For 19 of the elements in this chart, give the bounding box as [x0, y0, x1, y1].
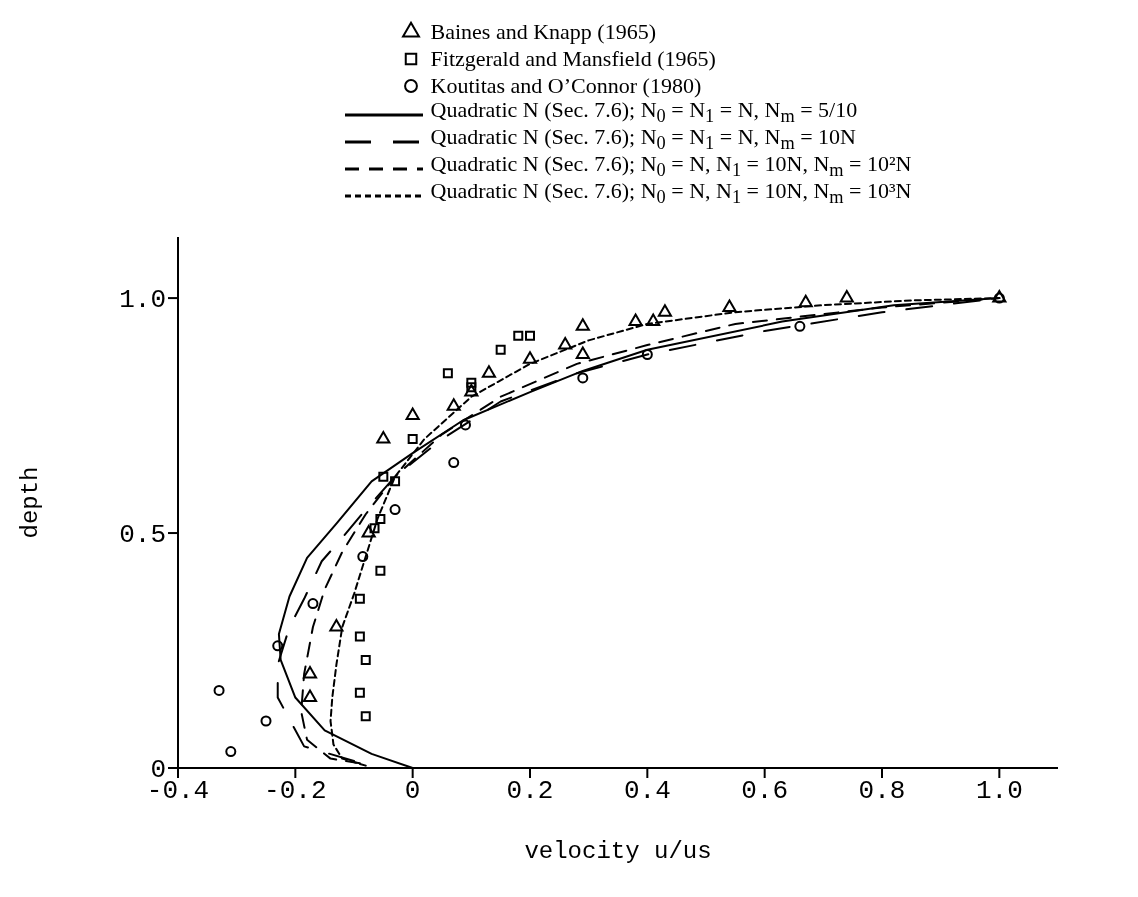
x-tick-label: 0.4: [623, 776, 671, 807]
x-axis-title: velocity u/us: [524, 838, 712, 865]
y-tick-label: 1.0: [119, 285, 166, 316]
x-tick-label: 0.8: [858, 776, 906, 807]
legend-label: Quadratic N (Sec. 7.6); N$_{0}$ = N$_{1}$ = N, N$_{m}$ = 5/10: [430, 97, 858, 127]
y-tick-label: 0.5: [119, 520, 166, 551]
legend-label: Fitzgerald and Mansfield (1965): [430, 45, 716, 72]
x-tick-label: 0: [404, 776, 421, 807]
legend-label: Quadratic N (Sec. 7.6); N$_{0}$ = N$_{1}$ = N, N$_{m}$ = 10N: [430, 124, 856, 154]
legend-label: Quadratic N (Sec. 7.6); N$_{0}$ = N, N$_{1}$ = 10N, N$_{m}$ = 10²N: [430, 151, 912, 181]
x-tick-label: 1.0: [975, 776, 1023, 807]
y-axis-title: depth: [16, 466, 44, 539]
x-tick-label: 0.2: [506, 776, 554, 807]
legend-label: Koutitas and O’Connor (1980): [430, 72, 702, 99]
x-tick-label: 0.6: [741, 776, 789, 807]
x-tick-label: -0.4: [146, 776, 210, 807]
legend-label: Baines and Knapp (1965): [430, 18, 656, 45]
legend-label: Quadratic N (Sec. 7.6); N$_{0}$ = N, N$_{1}$ = 10N, N$_{m}$ = 10³N: [430, 178, 912, 208]
x-tick-label: -0.2: [264, 776, 327, 807]
